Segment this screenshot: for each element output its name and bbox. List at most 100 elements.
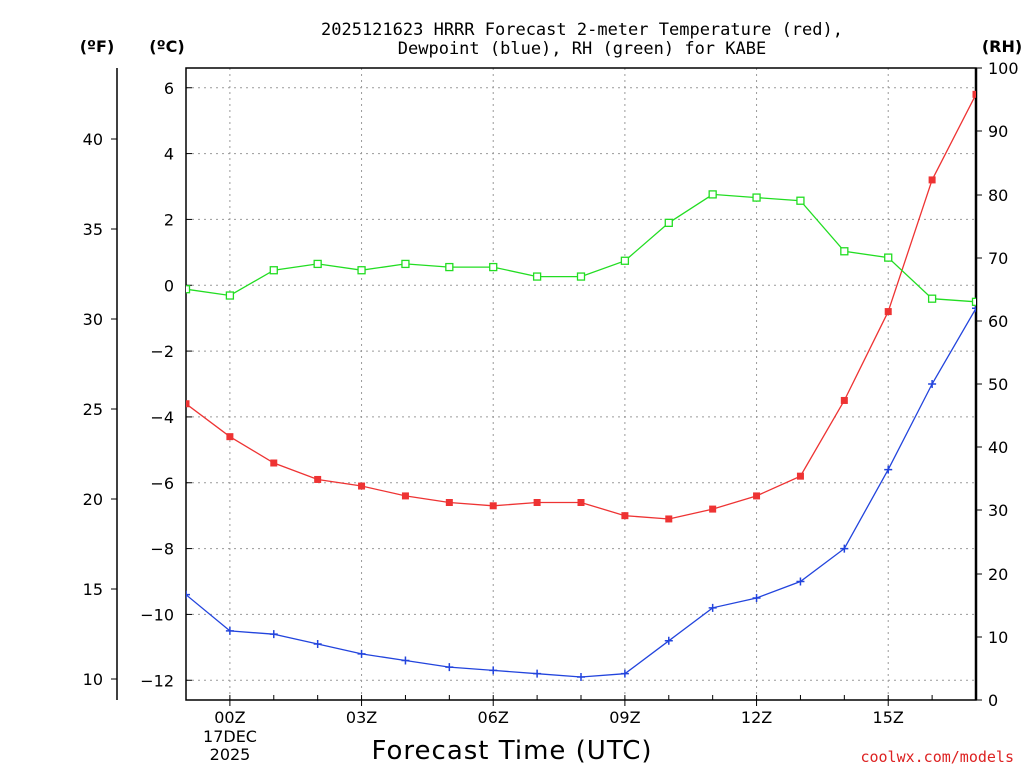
temperature-point [401, 492, 409, 500]
rh-point [840, 247, 849, 256]
temperature-point [796, 472, 804, 480]
c-tick-label: −4 [150, 408, 174, 427]
dewpoint-point [928, 380, 937, 388]
x-tick-label: 09Z [609, 708, 640, 727]
temperature-point [753, 492, 761, 500]
credit-text: coolwx.com/models [860, 748, 1014, 766]
c-tick-label: −12 [140, 671, 174, 690]
f-tick-label: 30 [83, 310, 103, 329]
rh-tick-label: 90 [988, 122, 1008, 141]
rh-point [664, 218, 673, 227]
rh-point [927, 294, 937, 303]
x-tick-label: 00Z [214, 708, 245, 727]
dewpoint-point [445, 663, 454, 672]
dewpoint-point [664, 636, 673, 645]
dewpoint-point [489, 666, 498, 675]
temperature-point [186, 400, 190, 408]
f-tick-label: 40 [83, 130, 103, 149]
rh-point [532, 272, 542, 281]
f-tick-label: 20 [83, 490, 103, 509]
rh-point [269, 266, 278, 275]
dewpoint-point [972, 304, 976, 313]
c-tick-label: 6 [164, 79, 174, 98]
series [186, 90, 976, 681]
rh-point [186, 285, 191, 294]
c-tick-label: −2 [150, 342, 174, 361]
c-tick-label: 2 [164, 210, 174, 229]
rh-tick-label: 40 [988, 438, 1008, 457]
celsius-unit-label: (ºC) [149, 37, 184, 56]
temperature-point [665, 515, 673, 523]
temperature-point [709, 505, 717, 513]
fahrenheit-unit-label: (ºF) [80, 37, 115, 56]
rh-axis: 100 90 80 70 60 50 40 30 20 10 0 [976, 59, 1019, 710]
gridlines [186, 68, 976, 700]
rh-tick-label: 100 [988, 59, 1019, 78]
temperature-point [445, 499, 453, 506]
x-tick-label: 15Z [873, 708, 904, 727]
temperature-point [884, 308, 892, 316]
rh-point [884, 253, 893, 262]
dewpoint-point [840, 544, 849, 553]
series-dewpoint [186, 304, 976, 681]
rh-unit-label: (RH) [982, 37, 1022, 56]
fahrenheit-axis: 40 35 30 25 20 15 10 [83, 130, 117, 689]
rh-point [489, 262, 498, 272]
temperature-point [840, 396, 848, 404]
rh-tick-label: 30 [988, 501, 1008, 520]
rh-tick-label: 20 [988, 565, 1008, 584]
celsius-axis: 6 4 2 0 −2 −4 −6 −8 −10 −12 [140, 79, 192, 690]
temperature-point [489, 502, 497, 510]
temperature-point [226, 433, 234, 441]
rh-point [445, 262, 454, 272]
rh-tick-label: 10 [988, 628, 1008, 647]
x-axis-title: Forecast Time (UTC) [371, 736, 652, 766]
temperature-point [928, 176, 936, 184]
c-tick-label: 4 [164, 145, 174, 164]
rh-point [357, 266, 366, 275]
c-tick-label: −6 [150, 474, 174, 493]
dewpoint-line [186, 307, 976, 678]
dewpoint-point [708, 603, 717, 612]
series-temperature [186, 90, 976, 523]
c-tick-label: −8 [150, 540, 174, 559]
dewpoint-point [752, 593, 761, 602]
rh-point [225, 291, 235, 300]
temperature-point [577, 499, 585, 506]
rh-point [313, 259, 322, 269]
x-tick-label: 03Z [346, 708, 377, 727]
c-tick-label: −10 [140, 605, 174, 624]
rh-tick-label: 0 [988, 691, 998, 710]
series-rh [186, 190, 976, 306]
dewpoint-point [620, 669, 629, 678]
x-tick-label: 06Z [478, 708, 509, 727]
dewpoint-point [225, 626, 234, 635]
rh-tick-label: 60 [988, 312, 1008, 331]
temperature-point [533, 499, 541, 506]
rh-line [186, 193, 976, 303]
dewpoint-point [186, 590, 190, 599]
plot-frame [185, 67, 977, 701]
dewpoint-point [357, 649, 366, 658]
date-label-year: 2025 [210, 745, 251, 764]
rh-point [971, 297, 976, 306]
chart-title-line2: Dewpoint (blue), RH (green) for KABE [398, 39, 766, 59]
f-tick-label: 35 [83, 220, 103, 239]
rh-point [708, 190, 717, 199]
dewpoint-point [313, 640, 322, 649]
dewpoint-point [577, 672, 585, 681]
rh-tick-label: 70 [988, 249, 1008, 268]
f-tick-label: 15 [83, 580, 103, 599]
rh-point [796, 196, 805, 205]
rh-point [752, 193, 761, 202]
rh-tick-label: 50 [988, 375, 1008, 394]
x-tick-label: 12Z [741, 708, 772, 727]
date-label-day: 17DEC [203, 727, 257, 746]
dewpoint-point [401, 656, 410, 665]
rh-tick-label: 80 [988, 186, 1008, 205]
temperature-point [314, 475, 322, 483]
f-tick-label: 25 [83, 400, 103, 419]
f-tick-label: 10 [83, 670, 103, 689]
temperature-point [621, 512, 629, 520]
